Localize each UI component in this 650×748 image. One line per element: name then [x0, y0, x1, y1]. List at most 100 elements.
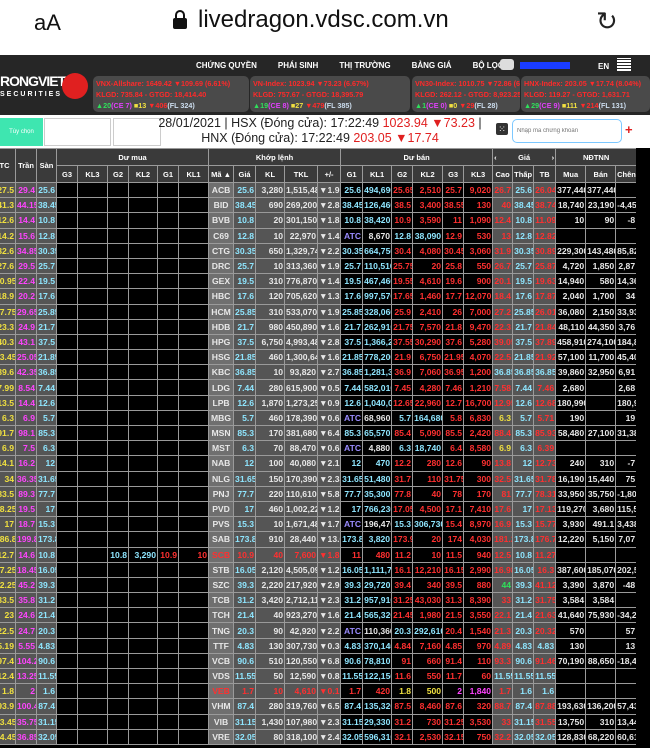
cell-ma[interactable]: MBG [208, 409, 235, 427]
table-row[interactable]: 7.998.547.44LDG7.44280615,900▼0.557.4458… [0, 379, 638, 396]
cell-ma[interactable]: HCM [208, 303, 235, 320]
table-row[interactable]: 40.343.137.5HPG37.56,7504,993,480▼2.837.… [0, 333, 638, 351]
cell-ma[interactable]: PVD [208, 500, 235, 518]
table-row[interactable]: 17.2518.4516.05STB16.052,1204,505,090▼1.… [0, 561, 638, 578]
table-row[interactable]: 93.9100.487.4VHM87.4280319,760▼6.587.413… [0, 698, 638, 715]
cell-ma[interactable]: CTG [208, 242, 235, 259]
cell-ma[interactable]: SCB [208, 546, 235, 563]
cell-ma[interactable]: LPB [208, 394, 235, 411]
cell-ma[interactable]: BVB [208, 212, 235, 229]
cell-ma[interactable]: HSG [208, 349, 235, 366]
table-row[interactable]: 41.344.1538.45BID38.45690269,200▼2.8538.… [0, 197, 638, 214]
table-row[interactable]: 91.798.185.3MSN85.3170381,680▼6.485.365,… [0, 424, 638, 442]
watchlist-select[interactable] [44, 118, 111, 146]
add-stock-button[interactable]: + [625, 122, 633, 137]
cell-ma[interactable]: HDB [208, 318, 235, 335]
table-row[interactable]: 6.3 6.9 5.7 MBG 5.7 460 178,390 ▼0.6 ATC 68,960 5.… [0, 409, 638, 427]
table-row[interactable]: 186.8199.8173.8SAB173.891028,440▼13.0173… [0, 531, 638, 548]
cell-ma[interactable]: MSN [208, 424, 235, 442]
next-icon[interactable]: › [551, 152, 555, 162]
table-row[interactable]: 23.324.921.7HDB21.7980450,890▼1.621.7262… [0, 318, 638, 335]
cell-ma[interactable]: TCH [208, 607, 235, 624]
cell-ma[interactable]: PNJ [208, 485, 235, 502]
apps-grid-icon[interactable] [617, 58, 631, 71]
cell-ma[interactable]: GEX [208, 273, 235, 290]
table-row[interactable]: 23 24.6 21.4 TCH 21.4 40 923,270 ▼1.6 21.4 565,32… [0, 607, 638, 624]
cell-ma[interactable]: VCB [208, 652, 235, 670]
cell-ma[interactable]: BID [208, 197, 235, 214]
nav-phai-sinh[interactable]: PHÁI SINH [277, 61, 319, 70]
table-row[interactable]: 6.9 7.5 6.3 MST 6.3 70 88,470 ▼0.6 ATC 4,880 6.3 18… [0, 440, 638, 457]
cell-ma[interactable]: C69 [208, 227, 235, 244]
table-row[interactable]: 12.614.410.8BVB10.820301,150▼1.810.838,4… [0, 212, 638, 229]
cell-ma[interactable]: TCB [208, 592, 235, 609]
cell-ma[interactable]: MST [208, 440, 235, 457]
address-bar[interactable]: livedragon.vdsc.com.vn [172, 6, 449, 34]
index-box[interactable]: VNX-Allshare: 1649.42 ▼109.69 (6.61%) KLG… [93, 76, 249, 112]
table-row[interactable]: 23.4525.0521.85HSG21.854601,300,640▼1.62… [0, 349, 638, 366]
table-row[interactable]: 33.4535.7531.15VIB31.151,430107,980▼2.33… [0, 713, 638, 730]
hotline[interactable]: +84 28 6299 2006 [520, 62, 570, 69]
options-button[interactable]: Tùy chọn [0, 118, 43, 146]
nav-chung-quyen[interactable]: CHỨNG QUYỀN [196, 61, 257, 70]
table-row[interactable]: 27.629.525.7DRC25.710313,360▼1.925.7110,… [0, 257, 638, 275]
prev-icon[interactable]: ‹ [494, 152, 497, 162]
cell-buy-kl3 [77, 485, 108, 502]
table-row[interactable]: 1.8 2 1.6 VEB 1.7 10 4,610 ▼0.1 1.7 420 1.8 500 2 1,8… [0, 683, 638, 700]
table-row[interactable]: 13.514.412.6LPB12.61,8701,273,250▼0.912.… [0, 394, 638, 411]
cell-ma[interactable]: STB [208, 561, 235, 578]
cell-ma[interactable]: HBC [208, 288, 235, 305]
filter-select[interactable] [113, 118, 161, 146]
cell-ma[interactable]: LDG [208, 379, 235, 396]
table-row[interactable]: 5.195.554.83TTF4.83130307,730▼0.364.8337… [0, 637, 638, 654]
table-row[interactable]: 42.2545.239.3SZC39.32,220217,920▼2.9539.… [0, 576, 638, 594]
index-box[interactable]: VN30-Index: 1010.75 ▼72.86 (6.73%) KLGD: … [412, 76, 520, 112]
cell-ma[interactable]: KBC [208, 364, 235, 381]
nav-thi-truong[interactable]: THỊ TRƯỜNG [339, 61, 391, 70]
table-row[interactable]: 27.529.425.6ACB25.63,2801,515,480▼1.925.… [0, 181, 638, 199]
table-row[interactable]: 18.920.217.6HBC17.6120705,620▼1.317.6997… [0, 288, 638, 305]
cell-ma[interactable]: VRE [208, 728, 235, 745]
cell-ma[interactable]: TTF [208, 637, 235, 654]
table-row[interactable]: 18.2519.517PVD174601,002,220▼1.2517766,2… [0, 500, 638, 518]
nav-bo-loc[interactable]: BỘ LỌC [472, 61, 504, 70]
cell-ma[interactable]: VHM [208, 698, 235, 715]
nav-bang-gia[interactable]: BẢNG GIÁ [411, 61, 452, 70]
cell-ma[interactable]: DRC [208, 257, 235, 275]
table-row[interactable]: 12.413.2511.55VDS11.555012,590▼0.8511.55… [0, 667, 638, 685]
table-row[interactable]: 1718.715.3PVS15.3101,671,480▼1.7ATC196,4… [0, 516, 638, 533]
cell-ma[interactable]: SAB [208, 531, 235, 548]
layout-icon[interactable]: ⁙ [496, 123, 508, 135]
table-row[interactable]: 27.7529.6525.85HCM25.85310533,070▼1.925.… [0, 303, 638, 320]
table-row[interactable]: 22.524.720.3TNG20.39042,920▼2.2ATC110,36… [0, 622, 638, 639]
table-row[interactable]: 12.714.610.810.83,29010.910SCB10.9407,60… [0, 546, 638, 563]
table-row[interactable]: 14.116.212NAB1210040,080▼2.11247012.2280… [0, 455, 638, 472]
table-row[interactable]: 39.642.3536.85KBC36.851093,820▼2.7536.85… [0, 364, 638, 381]
col-ma[interactable]: Mã ▲ [208, 165, 235, 183]
cell-ma[interactable]: VIB [208, 713, 235, 730]
text-size-button[interactable]: aA [34, 10, 61, 35]
cell-ma[interactable]: PVS [208, 516, 235, 533]
table-row[interactable]: 32.634.8530.35CTG30.356501,329,740▼2.253… [0, 242, 638, 259]
cell-ma[interactable]: HPG [208, 333, 235, 351]
reload-icon[interactable]: ↻ [596, 6, 618, 36]
stock-search-input[interactable] [512, 119, 622, 143]
cell-ma[interactable]: VEB [208, 683, 235, 700]
cell-ma[interactable]: NLG [208, 470, 235, 487]
table-row[interactable]: 14.215.612.8C6912.81022,970▼1.4ATC8,6701… [0, 227, 638, 244]
table-row[interactable]: 34.4536.8532.05VRE32.0580318,100▼2.432.0… [0, 728, 638, 745]
chat-icon[interactable] [500, 59, 514, 70]
cell-ma[interactable]: NAB [208, 455, 235, 472]
cell-ma[interactable]: VDS [208, 667, 235, 685]
cell-ma[interactable]: ACB [208, 181, 235, 199]
cell-ma[interactable]: TNG [208, 622, 235, 639]
table-row[interactable]: 3436.3531.65NLG31.65150170,390▼2.3531.65… [0, 470, 638, 487]
cell-ma[interactable]: SZC [208, 576, 235, 594]
language-toggle[interactable]: EN [598, 62, 610, 71]
index-box[interactable]: HNX-Index: 203.05 ▼17.74 (8.04%) KLGD: 11… [521, 76, 650, 112]
table-row[interactable]: 83.589.377.7PNJ77.7220110,610▼5.877.735,… [0, 485, 638, 502]
table-row[interactable]: 20.9522.419.5GEX19.5310776,870▼1.4519.54… [0, 273, 638, 290]
table-row[interactable]: 97.4104.290.6VCB90.6510120,550▼6.890.678… [0, 652, 638, 670]
index-box[interactable]: VN-Index: 1023.94 ▼73.23 (6.67%) KLGD: 75… [250, 76, 410, 112]
table-row[interactable]: 33.535.831.2TCB31.23,4202,712,110▼2.331.… [0, 592, 638, 609]
